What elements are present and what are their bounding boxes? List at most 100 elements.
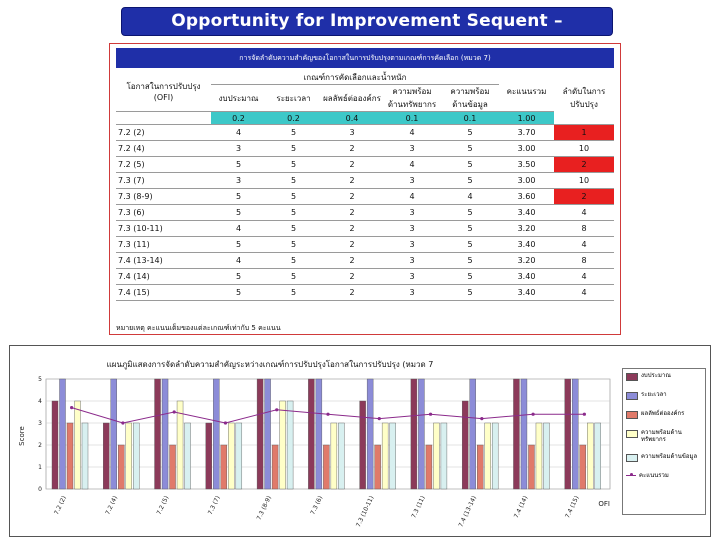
- row-score: 5: [266, 188, 321, 205]
- table-note: หมายเหตุ คะแนนเต็มของแต่ละเกณฑ์เท่ากับ 5…: [116, 324, 281, 332]
- bar: [433, 422, 440, 490]
- legend-label: ความพร้อมด้านข้อมูล: [641, 453, 698, 460]
- row-score: 2: [321, 268, 383, 285]
- row-ofi: 7.4 (14): [116, 268, 211, 285]
- row-score: 4: [383, 156, 441, 173]
- bar: [564, 378, 571, 490]
- row-score: 4: [211, 252, 266, 269]
- row-score: 3: [383, 140, 441, 157]
- x-tick-label: 7.2 (4): [104, 495, 119, 516]
- row-ofi: 7.2 (5): [116, 156, 211, 173]
- row-total: 3.40: [499, 284, 554, 301]
- row-rank: 10: [554, 172, 614, 189]
- legend-swatch: [626, 472, 636, 478]
- row-total: 3.50: [499, 156, 554, 173]
- legend-item: ระยะเวลา: [626, 391, 702, 400]
- col-ofi: โอกาสในการปรับปรุง (OFI): [116, 71, 211, 112]
- legend-label: ผลลัพธ์ต่อองค์กร: [641, 410, 685, 417]
- x-tick-label: 7.3 (7): [207, 495, 222, 516]
- priority-table-panel: การจัดลำดับความสำคัญของโอกาสในการปรับปรุ…: [109, 43, 621, 335]
- row-ofi: 7.3 (8-9): [116, 188, 211, 205]
- row-ofi: 7.3 (11): [116, 236, 211, 253]
- table-row: 7.4 (14) 5 5 2 3 5 3.40 4: [116, 268, 614, 285]
- chart-legend: งบประมาณระยะเวลาผลลัพธ์ต่อองค์กรความพร้อ…: [622, 368, 706, 515]
- page-title: Opportunity for Improvement Sequent – Ca…: [121, 7, 613, 58]
- row-score: 3: [383, 172, 441, 189]
- col-duration: ระยะเวลา: [266, 84, 321, 112]
- row-score: 2: [321, 236, 383, 253]
- legend-swatch: [626, 392, 638, 400]
- total-score-point: [428, 412, 433, 416]
- row-score: 5: [441, 124, 499, 141]
- bar: [323, 444, 330, 490]
- table-row: 7.4 (15) 5 5 2 3 5 3.40 4: [116, 284, 614, 301]
- x-tick-label: 7.2 (2): [53, 495, 68, 516]
- legend-label: ความพร้อมด้านทรัพยากร: [641, 429, 682, 443]
- row-score: 5: [266, 268, 321, 285]
- row-score: 3: [383, 204, 441, 221]
- bar: [366, 378, 374, 490]
- row-score: 3: [383, 268, 441, 285]
- table-row: 7.3 (10-11) 4 5 2 3 5 3.20 8: [116, 220, 614, 237]
- bar: [418, 378, 425, 490]
- chart-title: แผนภูมิแสดงการจัดลำดับความสำคัญระหว่างเก…: [106, 360, 434, 369]
- table-row: 7.2 (2) 4 5 3 4 5 3.70 1: [116, 124, 614, 141]
- table-row: 7.3 (6) 5 5 2 3 5 3.40 4: [116, 204, 614, 221]
- legend-item: คะแนนรวม: [626, 472, 702, 479]
- bar: [271, 444, 279, 490]
- bar: [469, 378, 476, 490]
- row-rank: 10: [554, 140, 614, 157]
- bar: [125, 422, 132, 490]
- row-rank: 8: [554, 252, 614, 269]
- bar: [110, 378, 117, 490]
- row-score: 5: [441, 252, 499, 269]
- weight-data: 0.1: [441, 111, 499, 125]
- legend-item: ความพร้อมด้านทรัพยากร: [626, 429, 702, 443]
- col-data: ความพร้อมด้านข้อมูล: [441, 84, 499, 112]
- row-score: 2: [321, 284, 383, 301]
- row-score: 3: [383, 220, 441, 237]
- row-score: 5: [441, 220, 499, 237]
- table-header-bar: การจัดลำดับความสำคัญของโอกาสในการปรับปรุ…: [116, 48, 614, 68]
- bar: [374, 444, 381, 490]
- table-row: 7.4 (13-14) 4 5 2 3 5 3.20 8: [116, 252, 614, 269]
- legend-item: งบประมาณ: [626, 372, 702, 381]
- row-score: 5: [441, 236, 499, 253]
- bar: [220, 444, 228, 490]
- weight-org-result: 0.4: [321, 111, 383, 125]
- row-score: 5: [266, 252, 321, 269]
- row-score: 2: [321, 140, 383, 157]
- bar: [330, 422, 338, 490]
- row-total: 3.40: [499, 204, 554, 221]
- x-tick-label: 7.3 (8-9): [256, 495, 273, 521]
- bar: [359, 400, 366, 490]
- row-total: 3.40: [499, 236, 554, 253]
- row-rank: 4: [554, 204, 614, 221]
- bar: [543, 422, 550, 490]
- weights-blank: [116, 111, 211, 125]
- row-ofi: 7.4 (15): [116, 284, 211, 301]
- total-score-point: [531, 412, 535, 416]
- row-score: 4: [441, 188, 499, 205]
- col-resource: ความพร้อมด้านทรัพยากร: [383, 84, 441, 112]
- y-axis-label: Score: [18, 426, 26, 446]
- row-total: 3.00: [499, 140, 554, 157]
- bar: [205, 422, 213, 490]
- bar: [264, 378, 271, 490]
- bar: [535, 422, 543, 490]
- bar: [389, 422, 396, 490]
- row-score: 5: [266, 172, 321, 189]
- row-score: 5: [441, 284, 499, 301]
- bar: [103, 422, 110, 490]
- x-tick-label: 7.4 (14): [513, 495, 529, 519]
- bar: [279, 400, 286, 490]
- row-score: 5: [266, 220, 321, 237]
- x-tick-label: 7.4 (13-14): [457, 495, 478, 528]
- row-rank: 4: [554, 236, 614, 253]
- x-tick-label: 7.3 (6): [309, 495, 324, 516]
- total-score-point: [275, 408, 279, 412]
- row-total: 3.00: [499, 172, 554, 189]
- bar: [572, 378, 579, 490]
- row-score: 5: [441, 204, 499, 221]
- bar: [491, 422, 499, 490]
